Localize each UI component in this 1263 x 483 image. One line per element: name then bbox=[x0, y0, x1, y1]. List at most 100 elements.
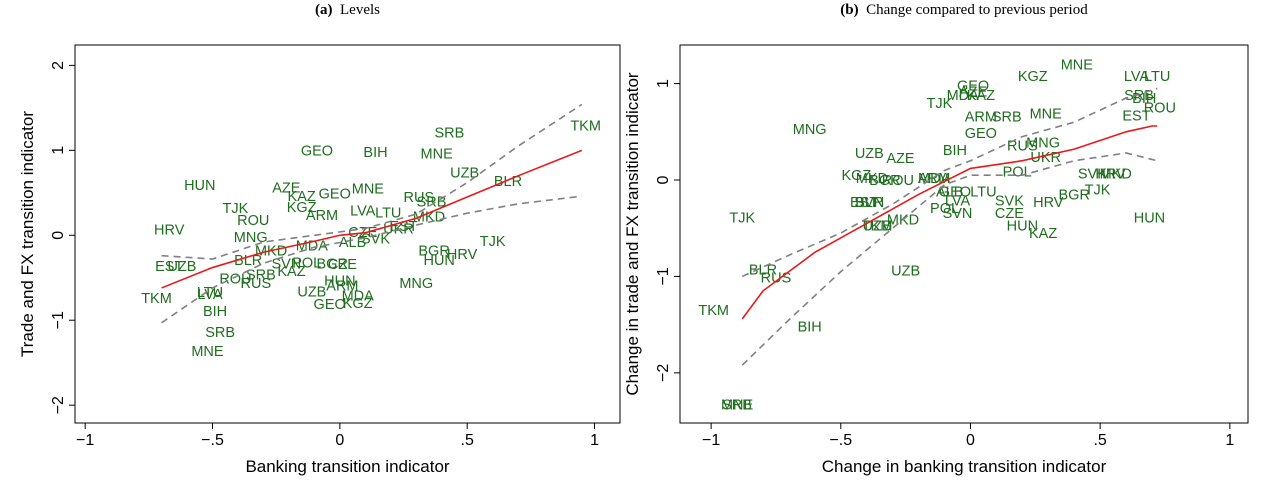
point-label: SRB bbox=[205, 325, 235, 341]
point-label: EST bbox=[155, 259, 183, 275]
title: Change compared to previous period bbox=[866, 2, 1088, 18]
panel-label: (b) bbox=[840, 2, 858, 18]
point-label: BIH bbox=[203, 304, 227, 320]
point-label: EST bbox=[850, 195, 878, 211]
point-label: KGZ bbox=[841, 168, 871, 184]
point-label: SVK bbox=[361, 232, 390, 248]
point-label: UZB bbox=[450, 165, 479, 181]
point-label: MKD bbox=[413, 210, 445, 226]
point-label: MNE bbox=[1061, 57, 1094, 73]
point-label: EST bbox=[389, 219, 417, 235]
point-label: HUN bbox=[324, 273, 355, 289]
point-label: SRB bbox=[417, 194, 447, 210]
y-tick-label: −2 bbox=[655, 364, 672, 382]
point-label: MNE bbox=[1030, 106, 1063, 122]
point-label: MNE bbox=[721, 398, 754, 414]
x-tick-label: .5 bbox=[461, 432, 474, 449]
point-label: MNE bbox=[421, 147, 454, 163]
point-label: LVA bbox=[197, 287, 223, 303]
point-label: SVK bbox=[995, 193, 1024, 209]
y-tick-label: 1 bbox=[655, 79, 672, 88]
point-label: RUS bbox=[1007, 138, 1038, 154]
point-label: MKD bbox=[255, 244, 287, 260]
x-tick-label: 0 bbox=[966, 432, 975, 449]
point-label: POL bbox=[292, 255, 321, 271]
point-label: CZE bbox=[328, 257, 357, 273]
point-label: HUN bbox=[1134, 211, 1165, 227]
ci-lower-line bbox=[741, 152, 1158, 366]
panel-label: (a) bbox=[315, 2, 333, 18]
point-label: TJK bbox=[223, 201, 249, 217]
point-label: KAZ bbox=[288, 189, 316, 205]
point-label: ARM bbox=[965, 109, 997, 125]
point-label: TJK bbox=[1085, 183, 1111, 199]
x-tick-label: 1 bbox=[1225, 432, 1234, 449]
point-label: GEO bbox=[314, 297, 346, 313]
point-label: GEO bbox=[965, 126, 997, 142]
point-label: MDA bbox=[947, 88, 980, 104]
panel-title: (b) Change compared to previous period bbox=[840, 2, 1088, 18]
point-label: UZB bbox=[891, 264, 920, 280]
point-label: BGR bbox=[317, 256, 348, 272]
point-label: BIH bbox=[798, 320, 822, 336]
point-label: KAZ bbox=[967, 88, 995, 104]
point-label: AZE bbox=[959, 84, 988, 100]
point-label: ROU bbox=[882, 173, 914, 189]
point-label: SVN bbox=[271, 256, 301, 272]
point-label: ROU bbox=[237, 213, 269, 229]
point-label: MKD bbox=[1100, 166, 1132, 182]
y-axis-title: Change in trade and FX transition indica… bbox=[623, 72, 642, 396]
point-label: MNG bbox=[1026, 135, 1060, 151]
plot-frame bbox=[679, 44, 1249, 424]
point-label: RUS bbox=[761, 270, 792, 286]
point-label: HRV bbox=[1095, 166, 1126, 182]
y-tick-label: −1 bbox=[50, 311, 67, 329]
point-label: SVN bbox=[943, 206, 973, 222]
point-label: SRB bbox=[246, 267, 276, 283]
point-label: TJK bbox=[729, 211, 755, 227]
point-label: LVA bbox=[945, 193, 971, 209]
point-label: LTU bbox=[1144, 69, 1170, 85]
x-tick-label: −.5 bbox=[829, 432, 852, 449]
point-label: AZE bbox=[272, 181, 301, 197]
x-tick-label: −1 bbox=[702, 432, 720, 449]
fit-line bbox=[741, 125, 1158, 320]
point-label: SVN bbox=[854, 195, 884, 211]
point-label: ALB bbox=[936, 185, 963, 201]
point-label: LTU bbox=[375, 205, 401, 221]
point-label: BIH bbox=[363, 145, 387, 161]
ci-upper-line bbox=[741, 87, 1158, 278]
ci-lower-line bbox=[161, 195, 582, 324]
y-tick-label: 0 bbox=[655, 175, 672, 184]
y-tick-label: −2 bbox=[50, 396, 67, 414]
point-label: KGZ bbox=[287, 200, 317, 216]
point-label: HRV bbox=[154, 222, 185, 238]
point-label: LTU bbox=[970, 185, 996, 201]
panel-title: (a) Levels bbox=[315, 2, 380, 18]
point-label: ARM bbox=[326, 278, 358, 294]
point-label: MNG bbox=[793, 122, 827, 138]
point-label: TKM bbox=[698, 303, 729, 319]
point-label: HUN bbox=[1007, 218, 1038, 234]
point-label: RUS bbox=[241, 276, 272, 292]
point-label: BLR bbox=[234, 253, 262, 269]
point-label: TJK bbox=[926, 96, 952, 112]
point-label: BGR bbox=[418, 244, 449, 260]
point-label: MNE bbox=[352, 182, 385, 198]
point-label: KGZ bbox=[343, 296, 373, 312]
y-tick-label: 0 bbox=[50, 231, 67, 240]
point-label: KAZ bbox=[1029, 226, 1057, 242]
point-label: BIH bbox=[943, 143, 967, 159]
title: Levels bbox=[340, 2, 380, 18]
point-label: MNG bbox=[234, 230, 268, 246]
point-label: AZE bbox=[886, 151, 915, 167]
point-label: UZB bbox=[167, 259, 196, 275]
point-label: TKM bbox=[141, 291, 172, 307]
x-tick-label: 1 bbox=[590, 432, 599, 449]
point-label: HRV bbox=[1033, 195, 1064, 211]
point-label: UZB bbox=[855, 146, 884, 162]
y-tick-label: 2 bbox=[50, 61, 67, 70]
point-label: TJK bbox=[480, 234, 506, 250]
point-label: MNE bbox=[191, 344, 224, 360]
